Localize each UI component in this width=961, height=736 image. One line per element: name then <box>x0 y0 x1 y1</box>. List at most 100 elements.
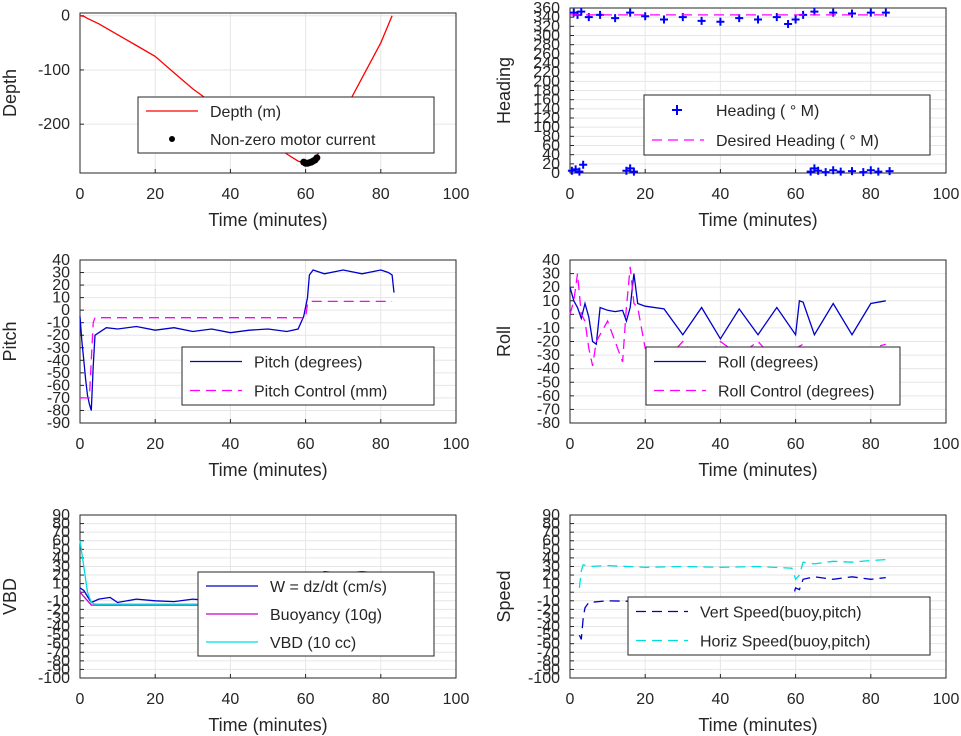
y-tick-label: 0 <box>61 8 70 25</box>
data-point-plus <box>821 168 830 177</box>
y-tick-label: -80 <box>47 402 70 419</box>
legend-box <box>627 596 931 656</box>
legend-box <box>137 96 435 154</box>
y-tick-label: 40 <box>542 252 560 269</box>
x-tick-label: 0 <box>566 691 575 708</box>
y-tick-label: 180 <box>533 83 560 100</box>
data-point-plus <box>814 166 823 175</box>
data-point-plus <box>629 167 638 176</box>
y-tick-label: -200 <box>38 116 70 133</box>
x-axis-label: Time (minutes) <box>698 715 817 735</box>
data-point-plus <box>697 16 706 25</box>
y-tick-label: -80 <box>47 653 70 670</box>
y-tick-label: 240 <box>533 55 560 72</box>
x-tick-label: 80 <box>372 691 390 708</box>
data-point-plus <box>874 167 883 176</box>
y-tick-label: -10 <box>537 320 560 337</box>
y-tick-label: -90 <box>47 415 70 432</box>
y-tick-label: -100 <box>38 62 70 79</box>
y-tick-label: 50 <box>542 541 560 558</box>
x-tick-label: 100 <box>443 186 470 203</box>
legend-box <box>181 346 435 406</box>
y-tick-label: 40 <box>542 550 560 567</box>
x-tick-label: 100 <box>933 186 960 203</box>
axes-box <box>569 259 947 424</box>
y-tick-label: -50 <box>47 365 70 382</box>
y-tick-label: -100 <box>38 670 70 687</box>
x-tick-label: 20 <box>636 186 654 203</box>
y-tick-label: -50 <box>537 627 560 644</box>
legend-label: VBD (10 cc) <box>270 635 356 652</box>
y-tick-label: 0 <box>551 306 560 323</box>
y-tick-label: 80 <box>542 128 560 145</box>
data-point-plus <box>848 9 856 18</box>
y-tick-label: -70 <box>537 644 560 661</box>
axes-box <box>79 12 457 174</box>
y-tick-label: -30 <box>47 610 70 627</box>
data-point-plus <box>660 15 668 24</box>
data-point-plus <box>885 167 894 176</box>
y-tick-label: 360 <box>533 0 560 17</box>
data-point-plus <box>859 168 868 177</box>
chart-panel-5: 0 20 40 60 80 1009080706050403020100-10-20-30… <box>0 507 469 735</box>
y-tick-label: 80 <box>52 516 70 533</box>
data-point-plus <box>866 166 875 175</box>
y-tick-label: 160 <box>533 92 560 109</box>
y-tick-label: 60 <box>542 533 560 550</box>
y-tick-label: 50 <box>52 541 70 558</box>
y-tick-label: -80 <box>537 415 560 432</box>
x-tick-label: 20 <box>146 186 164 203</box>
legend: Roll (degrees) Roll Control (degrees) <box>645 346 901 406</box>
legend: Vert Speed(buoy,pitch) Horiz Speed(buoy,p… <box>627 596 931 656</box>
legend-label: Heading ( ° M) <box>716 103 819 120</box>
x-tick-label: 80 <box>862 691 880 708</box>
y-tick-label: 90 <box>542 507 560 524</box>
y-tick-label: -20 <box>47 327 70 344</box>
legend-label: Non-zero motor current <box>210 132 376 149</box>
series-line <box>569 273 886 346</box>
y-tick-label: 20 <box>542 156 560 173</box>
y-tick-label: -20 <box>537 334 560 351</box>
y-tick-label: -90 <box>47 661 70 678</box>
y-tick-label: -70 <box>537 401 560 418</box>
chart-panel-1: 0 20 40 60 80 100 0 -100 -200 Time (minutes) Depth… <box>0 8 469 230</box>
legend: Heading ( ° M) Desired Heading ( ° M) <box>643 94 931 156</box>
data-point-plus <box>641 12 650 21</box>
x-axis-label: Time (minutes) <box>208 210 327 230</box>
series-line <box>569 266 886 367</box>
x-tick-label: 0 <box>76 186 85 203</box>
x-tick-label: 80 <box>862 186 880 203</box>
y-tick-label: 200 <box>533 73 560 90</box>
legend: W = dz/dt (cm/s) Buoyancy (10g) VBD (10 cc… <box>197 571 435 657</box>
y-tick-label: 30 <box>52 265 70 282</box>
x-axis-label: Time (minutes) <box>698 460 817 480</box>
y-tick-label: 120 <box>533 110 560 127</box>
chart-panel-6: 0 20 40 60 80 1009080706050403020100-10-20-30… <box>494 507 959 735</box>
x-tick-label: 40 <box>712 436 730 453</box>
y-tick-label: -40 <box>47 352 70 369</box>
x-tick-label: 80 <box>372 186 390 203</box>
y-tick-label: 80 <box>542 516 560 533</box>
data-point-plus <box>611 14 620 23</box>
x-axis-label: Time (minutes) <box>208 460 327 480</box>
x-tick-label: 100 <box>443 436 470 453</box>
x-tick-label: 20 <box>146 691 164 708</box>
axes-box <box>569 514 947 679</box>
y-tick-label: 320 <box>533 18 560 35</box>
x-tick-label: 80 <box>372 436 390 453</box>
y-tick-label: 220 <box>533 64 560 81</box>
data-point-plus <box>567 166 576 175</box>
y-tick-label: 340 <box>533 9 560 26</box>
y-tick-label: -90 <box>537 661 560 678</box>
y-axis-label: Heading <box>494 57 514 124</box>
y-tick-label: 100 <box>533 119 560 136</box>
x-tick-label: 40 <box>712 691 730 708</box>
x-tick-label: 0 <box>76 436 85 453</box>
y-tick-label: -10 <box>47 593 70 610</box>
legend-label: Roll (degrees) <box>718 355 818 372</box>
legend-box <box>643 94 931 156</box>
legend-swatch <box>169 136 175 142</box>
chart-panel-3: 0 20 40 60 80 100403020100-10-20-30-40-50-60-… <box>0 252 469 480</box>
legend-label: Desired Heading ( ° M) <box>716 133 879 150</box>
axes-box <box>79 514 457 679</box>
